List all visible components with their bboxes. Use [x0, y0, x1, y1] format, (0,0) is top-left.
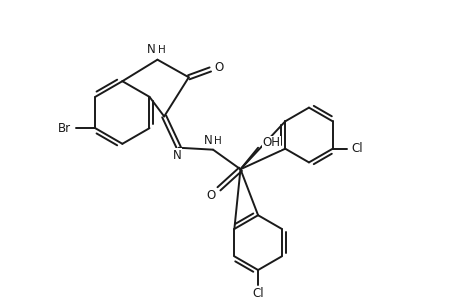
Text: N: N: [203, 134, 212, 147]
Text: N: N: [147, 44, 156, 56]
Text: Cl: Cl: [252, 287, 263, 300]
Text: OH: OH: [262, 136, 280, 149]
Text: O: O: [214, 61, 223, 74]
Text: H: H: [213, 136, 221, 146]
Text: H: H: [157, 45, 165, 55]
Text: N: N: [172, 149, 181, 162]
Text: O: O: [206, 189, 215, 202]
Text: Br: Br: [57, 122, 70, 135]
Text: Cl: Cl: [351, 142, 362, 155]
